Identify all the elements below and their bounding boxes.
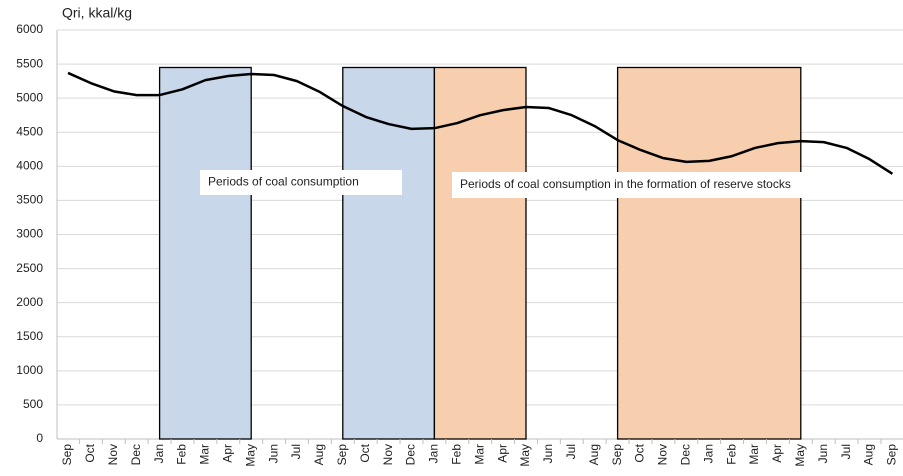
x-tick-label: Nov (381, 444, 395, 465)
x-tick-label: Sep (60, 444, 74, 466)
x-tick-label: Aug (862, 444, 876, 465)
x-tick-label: Sep (610, 444, 624, 466)
x-tick-label: Jun (266, 444, 280, 463)
x-tick-label: Oct (633, 443, 647, 462)
data-line (67, 71, 894, 175)
x-tick-label: Jul (564, 444, 578, 459)
x-tick-label: May (518, 444, 532, 467)
shaded-region (433, 66, 527, 440)
shaded-region (616, 66, 802, 440)
x-tick-label: Mar (747, 444, 761, 465)
y-tick-label: 3500 (16, 193, 43, 207)
x-tick-label: Apr (770, 444, 784, 463)
x-tick-label: Jan (701, 444, 715, 463)
y-tick-label: 4500 (16, 124, 43, 138)
x-tick-label: Aug (587, 444, 601, 465)
x-tick-label: Apr (495, 444, 509, 463)
x-tick-label: Jan (427, 444, 441, 463)
x-tick-label: Oct (358, 443, 372, 462)
x-tick-label: May (793, 444, 807, 467)
x-tick-label: Dec (678, 444, 692, 465)
x-tick-label: Jan (152, 444, 166, 463)
x-tick-label: Feb (449, 444, 463, 465)
x-tick-label: Feb (724, 444, 738, 465)
annotation: Periods of coal consumption (208, 175, 359, 189)
x-tick-label: Oct (83, 443, 97, 462)
x-tick-label: May (243, 444, 257, 467)
x-tick-label: Dec (404, 444, 418, 465)
x-tick-label: Nov (106, 444, 120, 465)
y-tick-label: 2000 (16, 295, 43, 309)
annotation: Periods of coal consumption in the forma… (460, 177, 791, 191)
x-tick-label: Mar (198, 444, 212, 465)
x-tick-label: Jun (816, 444, 830, 463)
x-tick-label: Jul (839, 444, 853, 459)
y-tick-label: 500 (23, 397, 43, 411)
y-tick-label: 5500 (16, 56, 43, 70)
x-tick-label: Feb (175, 444, 189, 465)
annotation-box (200, 170, 402, 195)
x-tick-label: Sep (335, 444, 349, 466)
x-tick-label: Jul (289, 444, 303, 459)
y-tick-label: 5000 (16, 90, 43, 104)
y-tick-label: 2500 (16, 261, 43, 275)
y-tick-label: 3000 (16, 227, 43, 241)
x-tick-label: Mar (472, 444, 486, 465)
annotation-box (452, 172, 880, 198)
y-axis-title: Qri, kkal/kg (62, 5, 132, 21)
x-tick-label: Aug (312, 444, 326, 465)
x-tick-label: Dec (129, 444, 143, 465)
y-tick-label: 6000 (16, 22, 43, 36)
y-tick-label: 4000 (16, 159, 43, 173)
x-tick-label: Jun (541, 444, 555, 463)
y-tick-label: 0 (36, 431, 43, 445)
y-tick-label: 1000 (16, 363, 43, 377)
x-tick-label: Apr (220, 444, 234, 463)
x-tick-label: Sep (885, 444, 899, 466)
shaded-region (158, 66, 252, 440)
x-tick-label: Nov (656, 444, 670, 465)
y-tick-label: 1500 (16, 329, 43, 343)
